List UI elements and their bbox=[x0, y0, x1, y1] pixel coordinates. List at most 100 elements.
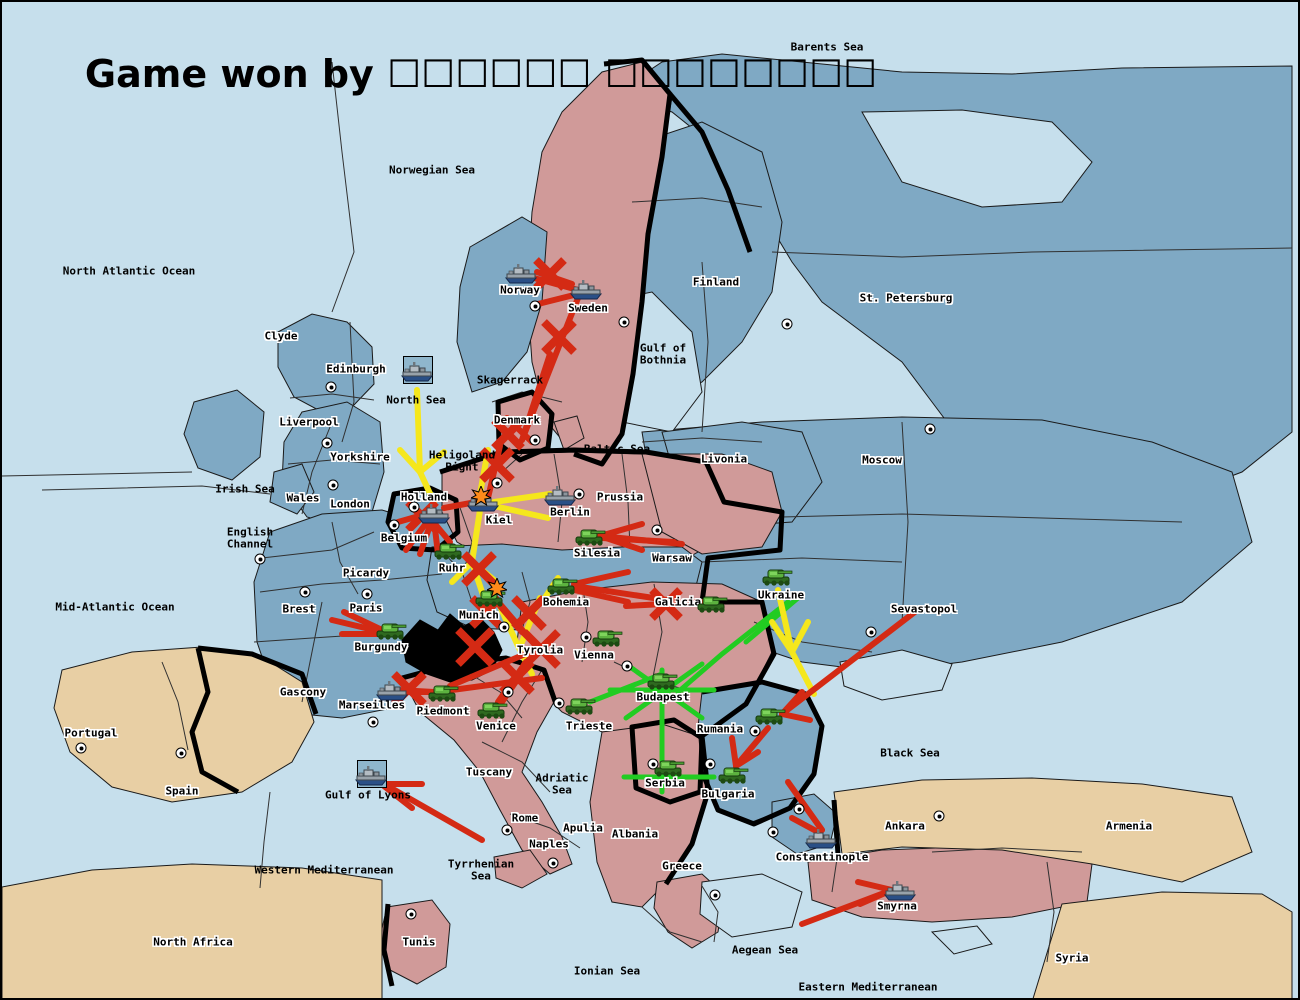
atk-bohemia-f1 bbox=[571, 569, 631, 587]
supply-center-paris bbox=[361, 588, 373, 600]
support-ukraine-fan1 bbox=[769, 619, 795, 655]
title-prefix: Game won by bbox=[84, 52, 388, 96]
sea-unit-box-fleet-gulf-of-lyons bbox=[357, 760, 387, 788]
border-turkey bbox=[831, 799, 841, 855]
supply-center-liverpool bbox=[321, 437, 333, 449]
supply-center-greece bbox=[709, 889, 721, 901]
border-gascony-spain bbox=[197, 645, 319, 715]
supply-center-brest bbox=[299, 586, 311, 598]
supply-center-vienna bbox=[580, 631, 592, 643]
sea-unit-box-fleet-north-sea bbox=[403, 356, 433, 384]
cross-ruhr bbox=[461, 551, 497, 587]
border-iberia bbox=[189, 647, 240, 795]
region-north-africa bbox=[2, 863, 383, 998]
atk-piedmont-east bbox=[449, 675, 545, 693]
atk-burgundy-paris bbox=[329, 617, 385, 635]
border-balkan-east bbox=[699, 679, 825, 827]
supply-center-munich bbox=[498, 621, 510, 633]
supply-center-serbia bbox=[647, 758, 659, 770]
region-anatolia-tan bbox=[833, 777, 1253, 883]
supply-center-bulgaria bbox=[704, 758, 716, 770]
support-north-sea-fan1 bbox=[397, 447, 423, 475]
region-ireland bbox=[183, 389, 265, 481]
atk-rum-f2 bbox=[779, 711, 813, 723]
atk-warsaw-left bbox=[599, 535, 677, 545]
supply-center-edinburgh bbox=[325, 381, 337, 393]
atk-bulg-f2 bbox=[733, 749, 761, 769]
supply-center-sweden bbox=[618, 316, 630, 328]
border-serbia bbox=[629, 717, 705, 805]
atk-denmark-up bbox=[519, 351, 553, 443]
region-aegean-pale bbox=[699, 873, 803, 938]
border-northwest-russia bbox=[668, 92, 753, 253]
supply-center-venice bbox=[502, 686, 514, 698]
title-player-part1: ☐☐☐☐☐☐ bbox=[387, 52, 592, 96]
support-kiel-right2 bbox=[491, 503, 551, 521]
supply-center-kiel bbox=[491, 477, 503, 489]
supply-center-norway bbox=[529, 300, 541, 312]
atk-bohemia-f2 bbox=[571, 587, 631, 605]
atk-bulg-f1 bbox=[729, 735, 739, 769]
power-borders bbox=[189, 57, 841, 987]
supply-center-spain bbox=[175, 747, 187, 759]
supply-center-warsaw bbox=[651, 524, 663, 536]
atk-tyrolia-piedmont bbox=[447, 649, 533, 689]
border-italy-north bbox=[401, 655, 559, 705]
hold-trieste-b bbox=[675, 599, 791, 695]
region-norway-west bbox=[456, 216, 548, 393]
border-germany-bloc bbox=[439, 447, 785, 886]
region-sicily bbox=[493, 849, 548, 889]
support-ukraine-fan2 bbox=[789, 619, 811, 655]
region-scotland bbox=[277, 313, 375, 413]
cross-norway bbox=[533, 257, 567, 291]
supply-center-st-petersburg bbox=[781, 318, 793, 330]
burst-kiel-explosion-icon bbox=[469, 484, 493, 510]
cross-kiel-north bbox=[479, 447, 515, 483]
region-crimea-pale bbox=[839, 649, 953, 701]
supply-center-denmark bbox=[529, 434, 541, 446]
cross-sweden-south bbox=[541, 319, 577, 355]
supply-center-belgium bbox=[388, 519, 400, 531]
supply-center-english-channel bbox=[254, 553, 266, 565]
atk-lyons-in bbox=[381, 781, 485, 843]
supply-center-moscow bbox=[924, 423, 936, 435]
supply-center-berlin bbox=[573, 488, 585, 500]
support-kiel-right bbox=[491, 491, 553, 505]
cross-galicia bbox=[649, 587, 683, 621]
supply-center-rome bbox=[501, 824, 513, 836]
supply-center-portugal bbox=[75, 742, 87, 754]
cross-piedmont-east bbox=[455, 627, 495, 667]
supply-center-marseilles bbox=[367, 716, 379, 728]
atk-burgundy-f1 bbox=[341, 609, 385, 633]
region-wales bbox=[269, 463, 315, 515]
region-denmark-isles bbox=[553, 415, 585, 451]
atk-sevastopol-rum bbox=[779, 605, 923, 717]
supply-center-sevastopol bbox=[865, 626, 877, 638]
supply-center-constantinople bbox=[793, 803, 805, 815]
page-title: Game won by ☐☐☐☐☐☐ ☐☐☐☐☐☐☐☐ bbox=[32, 8, 877, 140]
atk-smyrna-f1 bbox=[855, 879, 895, 893]
supply-center-holland bbox=[408, 501, 420, 513]
hold-budapest-x2 bbox=[623, 661, 705, 721]
supply-center-rumania bbox=[749, 725, 761, 737]
atk-denmark-cross bbox=[504, 415, 535, 445]
region-switzerland-impassable bbox=[401, 613, 503, 683]
atk-lyons-f2 bbox=[381, 783, 415, 811]
burst-munich-explosion-icon bbox=[485, 576, 509, 602]
region-cyprus bbox=[930, 925, 993, 955]
atk-cons-f2 bbox=[789, 815, 821, 835]
region-prussia-poland bbox=[641, 453, 783, 555]
supply-center-naples bbox=[547, 857, 559, 869]
region-syria-tan bbox=[1032, 891, 1293, 998]
attack-arrows-red bbox=[329, 269, 923, 927]
border-tunis bbox=[381, 903, 395, 987]
supply-center-smyrna bbox=[767, 826, 779, 838]
cross-bohemia-sw bbox=[511, 595, 547, 631]
supply-center-trieste bbox=[553, 697, 565, 709]
region-barents-pale bbox=[861, 109, 1093, 208]
supply-center-tunis bbox=[405, 908, 417, 920]
supply-center-ankara bbox=[933, 810, 945, 822]
supply-center-london bbox=[327, 479, 339, 491]
atk-cons-f1 bbox=[799, 799, 825, 833]
